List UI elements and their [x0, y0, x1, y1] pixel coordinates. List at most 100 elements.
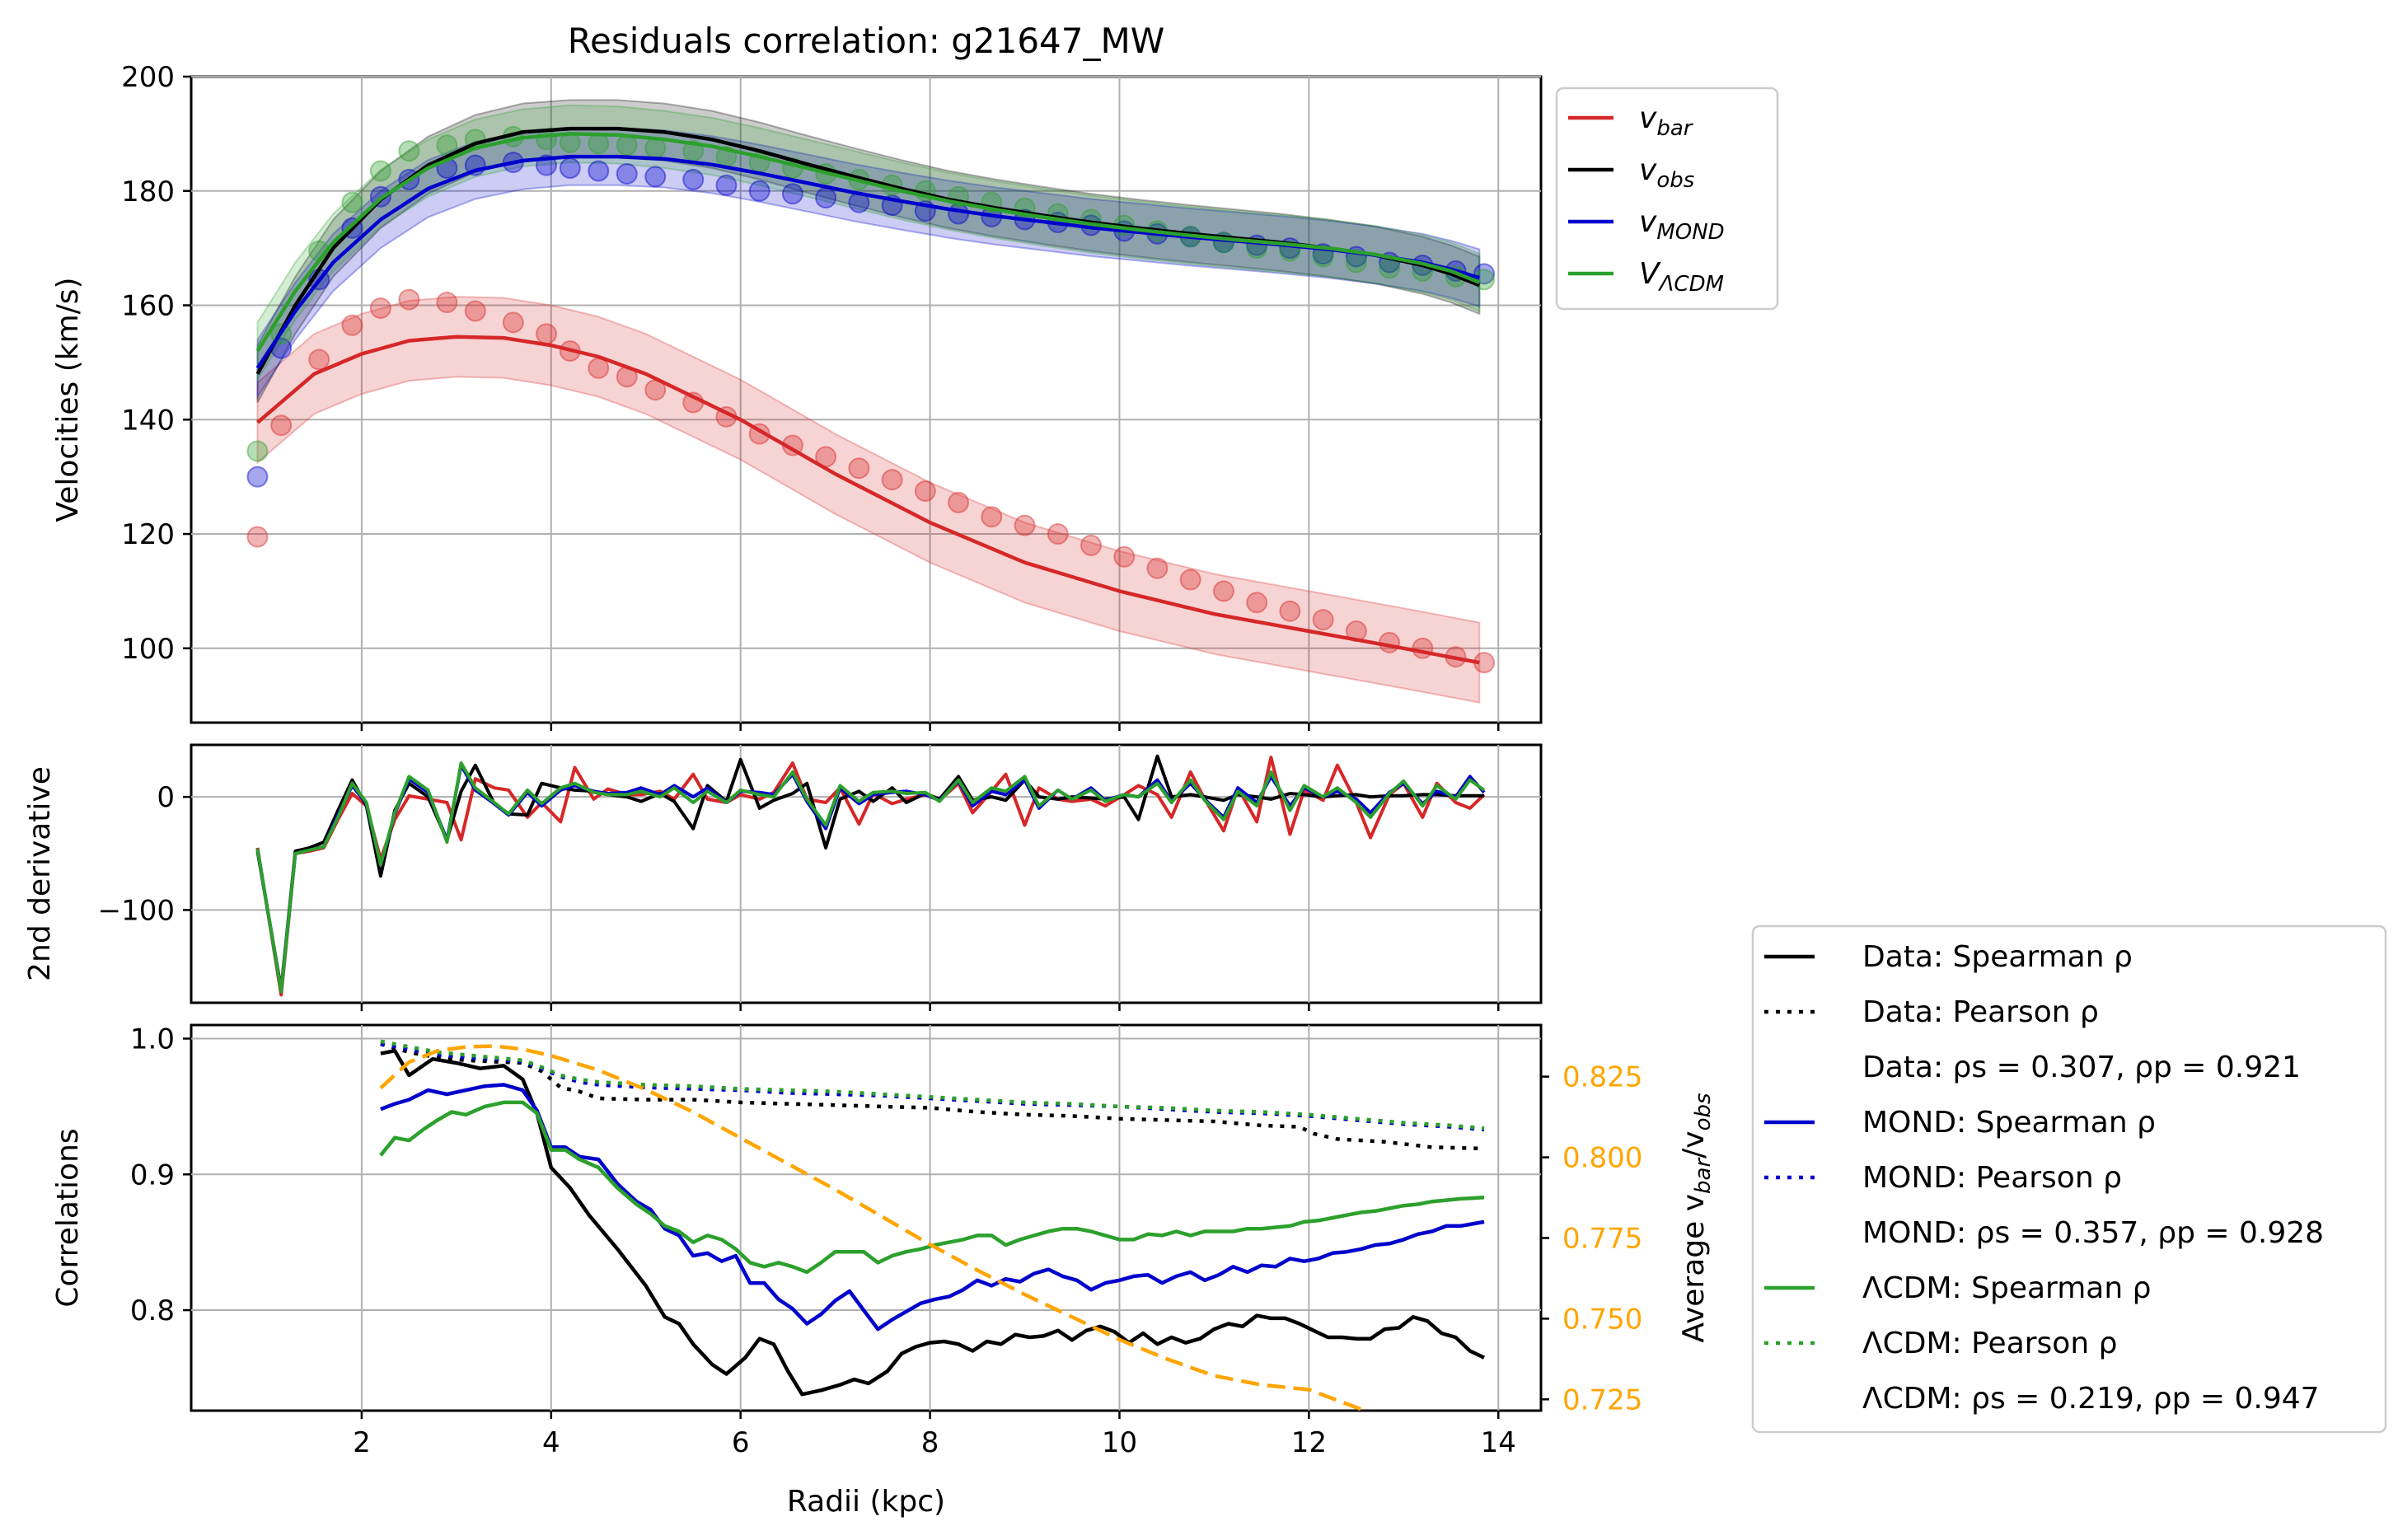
legend-label: ΛCDM: Spearman ρ: [1862, 1271, 2151, 1305]
point-bar: [1312, 609, 1334, 631]
point-bar: [1179, 569, 1201, 591]
point-mond: [781, 183, 803, 205]
x-tick-label: 12: [1291, 1426, 1327, 1459]
point-λcdm: [341, 191, 363, 213]
secondary-y-axis-label: Average vbar/vobs: [1677, 1093, 1716, 1342]
second-derivative-y-tick-label: 0: [157, 781, 175, 814]
x-axis-label: Radii (kpc): [787, 1485, 945, 1519]
point-λcdm: [246, 440, 269, 462]
point-bar: [308, 349, 330, 371]
point-mond: [559, 157, 581, 180]
legend-label: MOND: ρs = 0.357, ρp = 0.928: [1862, 1216, 2324, 1250]
point-bar: [1080, 534, 1102, 556]
x-tick-label: 14: [1481, 1426, 1516, 1459]
correlation-line: [380, 1049, 1485, 1397]
velocities-y-tick-label: 180: [121, 176, 175, 208]
second-derivative-frame: [190, 743, 1543, 1004]
velocities-y-tick-label: 160: [121, 290, 175, 323]
correlation-line: [380, 1039, 1485, 1130]
point-mond: [748, 180, 770, 202]
legend-label: MOND: Spearman ρ: [1862, 1106, 2156, 1140]
chart-title: Residuals correlation: g21647_MW: [568, 21, 1165, 61]
point-bar: [588, 357, 610, 379]
velocities-y-tick-label: 100: [121, 633, 175, 666]
point-bar: [1113, 545, 1136, 568]
point-bar: [1412, 637, 1434, 659]
point-mond: [616, 162, 638, 185]
second-derivative-panel: 0 −100 2nd derivative: [23, 743, 1543, 1011]
x-tick-label: 8: [921, 1426, 939, 1459]
point-bar: [1047, 523, 1069, 545]
velocities-y-tick-label: 120: [121, 518, 175, 551]
point-bar: [398, 288, 420, 311]
point-bar: [1379, 631, 1401, 653]
point-mond: [1473, 263, 1496, 285]
point-mond: [815, 187, 837, 209]
legend-label: Data: Spearman ρ: [1862, 940, 2133, 974]
velocities-legend: vbar vobs vMOND VΛCDM: [1555, 87, 1779, 311]
correlations-y-axis-label: Correlations: [51, 1128, 85, 1307]
velocities-y-axis-label: Velocities (km/s): [51, 277, 85, 522]
second-derivative-y-axis-label: 2nd derivative: [23, 766, 57, 981]
point-bar: [1014, 514, 1036, 536]
legend-label: ΛCDM: Pearson ρ: [1862, 1327, 2117, 1360]
point-bar: [981, 506, 1003, 528]
point-λcdm: [588, 133, 610, 155]
legend-label: ΛCDM: ρs = 0.219, ρp = 0.947: [1862, 1382, 2320, 1416]
point-mond: [715, 174, 738, 196]
point-bar: [1212, 580, 1234, 602]
point-bar: [536, 323, 558, 345]
velocities-y-tick-label: 200: [121, 61, 175, 94]
correlations-frame: [190, 1023, 1543, 1412]
correlations-y-tick-label: 0.9: [130, 1159, 175, 1191]
second-derivative-y-tick-label: −100: [98, 894, 175, 927]
point-bar: [1246, 592, 1268, 614]
point-mond: [682, 168, 705, 190]
point-bar: [881, 469, 903, 491]
curve-λcdm: [255, 132, 1481, 353]
point-bar: [948, 491, 970, 513]
point-bar: [914, 480, 936, 503]
legend-label: MOND: Pearson ρ: [1862, 1161, 2122, 1195]
point-bar: [341, 314, 363, 336]
legend-label: vbar: [1639, 101, 1694, 141]
legend-label: Data: ρs = 0.307, ρp = 0.921: [1862, 1051, 2301, 1084]
point-bar: [270, 414, 293, 437]
point-bar: [1146, 557, 1169, 579]
legend-label: vobs: [1639, 153, 1694, 193]
band-bar: [256, 296, 1481, 704]
correlations-y-tick-label: 0.8: [130, 1294, 175, 1327]
correlations-legend: Data: Spearman ρ Data: Pearson ρ Data: ρs …: [1751, 924, 2387, 1434]
point-mond: [246, 466, 269, 488]
point-bar: [369, 297, 391, 319]
point-bar: [848, 457, 870, 480]
correlations-y-tick-label: 1.0: [130, 1023, 175, 1056]
point-λcdm: [644, 137, 667, 159]
curve-bar: [256, 335, 1480, 665]
derivative-line: [255, 761, 1486, 994]
point-bar: [436, 292, 458, 314]
point-λcdm: [369, 160, 391, 182]
legend-label: Data: Pearson ρ: [1862, 995, 2099, 1029]
secondary-y-tick-label: 0.750: [1562, 1303, 1642, 1336]
secondary-y-tick-label: 0.775: [1562, 1222, 1642, 1255]
point-bar: [464, 300, 486, 322]
correlation-line: [379, 1100, 1485, 1275]
point-λcdm: [398, 140, 420, 162]
secondary-y-tick-label: 0.725: [1562, 1383, 1642, 1416]
secondary-y-tick-label: 0.800: [1562, 1142, 1642, 1175]
x-tick-label: 6: [732, 1426, 750, 1459]
legend-label: VΛCDM: [1639, 257, 1724, 297]
x-tick-label: 10: [1102, 1426, 1137, 1459]
velocities-y-tick-label: 140: [121, 404, 175, 437]
point-mond: [644, 166, 667, 188]
legend-frame: [1555, 87, 1779, 311]
legend-label: vMOND: [1639, 205, 1725, 245]
correlation-line: [380, 1083, 1485, 1332]
correlation-line: [379, 1044, 1370, 1411]
point-bar: [502, 311, 524, 334]
x-tick-label: 2: [353, 1426, 371, 1459]
legend-frame: [1751, 924, 2387, 1434]
point-λcdm: [1345, 251, 1367, 274]
